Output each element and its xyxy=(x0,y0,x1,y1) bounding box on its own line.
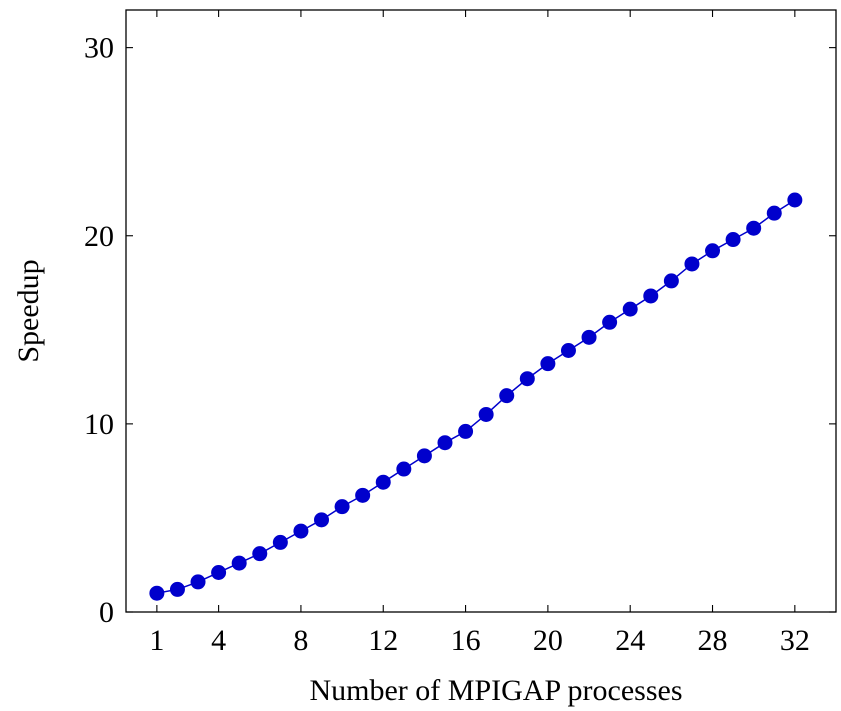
y-tick-label: 20 xyxy=(84,220,114,253)
data-points xyxy=(149,192,803,601)
data-point xyxy=(190,574,206,590)
data-point xyxy=(499,388,515,404)
data-point xyxy=(252,546,268,562)
y-tick-label: 30 xyxy=(84,32,114,65)
data-point xyxy=(272,534,288,550)
x-tick-label: 1 xyxy=(149,624,164,657)
plot-frame xyxy=(125,9,837,613)
data-point xyxy=(663,273,679,289)
data-point xyxy=(684,256,700,272)
data-point xyxy=(746,220,762,236)
data-point xyxy=(581,329,597,345)
data-point xyxy=(437,435,453,451)
y-tick-label: 0 xyxy=(99,596,114,629)
data-point xyxy=(211,564,227,580)
y-axis-label: Speedup xyxy=(12,259,45,362)
x-axis-label: Number of MPIGAP processes xyxy=(309,674,682,707)
data-point xyxy=(231,555,247,571)
x-tick-label: 20 xyxy=(533,624,563,657)
x-tick-label: 12 xyxy=(368,624,398,657)
data-point xyxy=(622,301,638,317)
data-point xyxy=(540,356,556,372)
data-point xyxy=(458,423,474,439)
data-point xyxy=(149,585,165,601)
x-tick-label: 4 xyxy=(211,624,226,657)
x-tick-label: 32 xyxy=(780,624,810,657)
x-tick-label: 8 xyxy=(293,624,308,657)
data-point xyxy=(643,288,659,304)
data-point xyxy=(560,343,576,359)
x-tick-label: 24 xyxy=(615,624,645,657)
x-tick-label: 28 xyxy=(698,624,728,657)
data-point xyxy=(602,314,618,330)
data-point xyxy=(396,461,412,477)
data-point xyxy=(766,205,782,221)
data-point xyxy=(478,406,494,422)
x-tick-label: 16 xyxy=(451,624,481,657)
data-point xyxy=(314,512,330,528)
data-point xyxy=(416,448,432,464)
data-point xyxy=(787,192,803,208)
data-point xyxy=(725,232,741,248)
series-line xyxy=(156,199,796,594)
data-point xyxy=(169,581,185,597)
data-point xyxy=(705,243,721,259)
data-point xyxy=(519,371,535,387)
axis-ticks xyxy=(126,10,836,613)
data-point xyxy=(334,499,350,515)
data-point xyxy=(355,487,371,503)
y-tick-label: 10 xyxy=(84,408,114,441)
data-point xyxy=(293,523,309,539)
axis-tick-labels: 1 4 8 12 16 20 24 28 32 0 10 20 30 xyxy=(84,32,810,657)
data-point xyxy=(375,474,391,490)
